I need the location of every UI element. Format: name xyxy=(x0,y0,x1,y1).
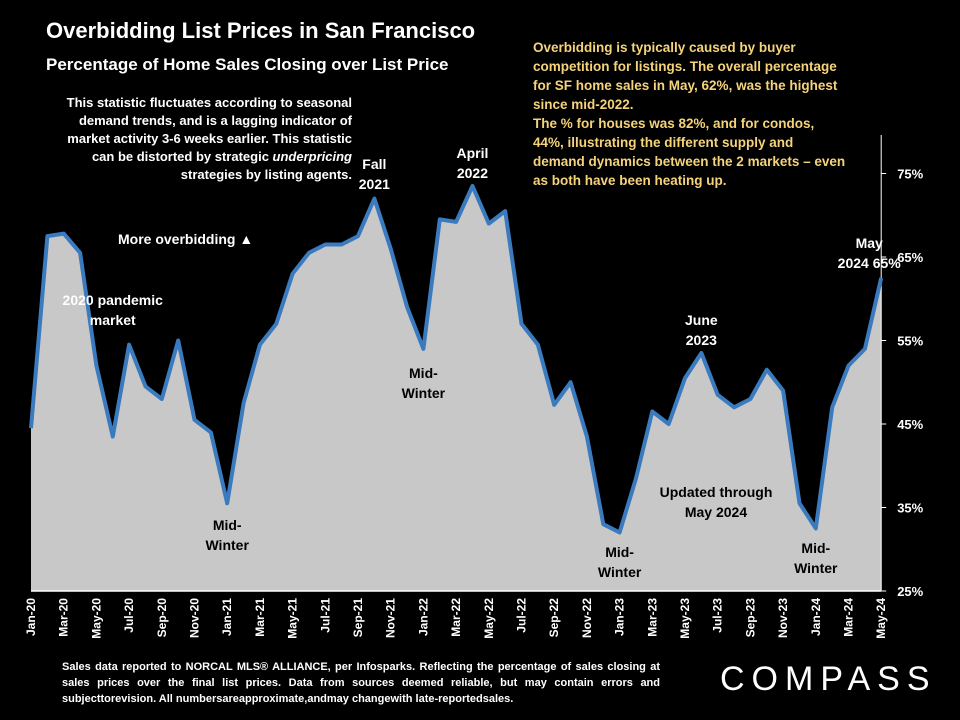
annotation-line: Winter xyxy=(402,385,446,401)
annotation-line: Mid- xyxy=(213,517,242,533)
note-text-a: This statistic fluctuates according to s… xyxy=(66,95,352,164)
x-tick-label: Mar-20 xyxy=(57,598,71,637)
x-tick-label: Sep-21 xyxy=(351,598,365,638)
x-tick-label: May-23 xyxy=(678,598,692,639)
y-tick-label: 45% xyxy=(897,417,923,432)
annotation-label: Fall 2021 xyxy=(359,156,390,192)
x-tick-label: Nov-23 xyxy=(776,598,790,638)
annotation-line: 2020 pandemic xyxy=(63,292,164,308)
note-text-b: strategies by listing agents. xyxy=(180,167,352,182)
commentary-paragraph-2: The % for houses was 82%, and for condos… xyxy=(533,116,846,188)
x-tick-label: Jan-21 xyxy=(220,598,234,636)
note-text-emphasis: underpricing xyxy=(272,149,352,164)
x-tick-label: Jul-21 xyxy=(318,598,332,633)
annotation-line: Mid- xyxy=(801,540,830,556)
updated-through-label: Updated through May 2024 xyxy=(660,484,773,520)
x-tick-label: Nov-21 xyxy=(384,598,398,638)
annotation-line: 2024 65% xyxy=(838,255,902,271)
x-tick-label: May-20 xyxy=(89,598,103,639)
x-tick-label: Jul-20 xyxy=(122,598,136,633)
x-tick-label: Jan-23 xyxy=(613,598,627,636)
updated-line: May 2024 xyxy=(685,504,747,520)
annotation-line: May xyxy=(856,235,883,251)
annotation-line: June xyxy=(685,312,718,328)
overbidding-commentary: Overbidding is typically caused by buyer… xyxy=(533,38,848,190)
annotation-label: May 2024 65% xyxy=(838,235,902,271)
series-line xyxy=(29,184,884,535)
annotation-line: Winter xyxy=(794,560,838,576)
y-tick-label: 75% xyxy=(897,167,923,182)
x-tick-label: Mar-24 xyxy=(842,598,856,637)
annotation-line: 2021 xyxy=(359,176,390,192)
x-tick-label: Jan-22 xyxy=(416,598,430,636)
y-tick-label: 35% xyxy=(897,501,923,516)
annotation-label: June 2023 xyxy=(685,312,718,348)
x-tick-label: May-21 xyxy=(286,598,300,639)
x-tick-label: Mar-21 xyxy=(253,598,267,637)
chart-title: Overbidding List Prices in San Francisco xyxy=(46,18,476,43)
annotation-line: Mid- xyxy=(605,544,634,560)
x-tick-label: Jan-20 xyxy=(24,598,38,636)
annotation-label: Mid- Winter xyxy=(598,544,642,580)
x-tick-label: May-22 xyxy=(482,598,496,639)
x-tick-label: Nov-22 xyxy=(580,598,594,638)
annotation-line: Winter xyxy=(598,564,642,580)
commentary-paragraph-1: Overbidding is typically caused by buyer… xyxy=(533,40,838,112)
annotation-line: April xyxy=(457,145,489,161)
annotation-label: Mid- Winter xyxy=(794,540,838,576)
x-tick-label: Sep-22 xyxy=(547,598,561,638)
statistic-note: This statistic fluctuates according to s… xyxy=(46,94,352,184)
x-tick-label: Jul-23 xyxy=(711,598,725,633)
source-footnote: Sales data reported to NORCAL MLS® ALLIA… xyxy=(62,661,660,705)
y-tick-label: 25% xyxy=(897,584,923,599)
x-tick-label: Sep-20 xyxy=(155,598,169,638)
more-overbidding-label: More overbidding ▲ xyxy=(118,231,253,247)
updated-line: Updated through xyxy=(660,484,773,500)
annotation-line: Mid- xyxy=(409,365,438,381)
annotation-line: Fall xyxy=(362,156,386,172)
x-tick-label: May-24 xyxy=(874,598,888,639)
compass-logo: COMPASS xyxy=(720,660,937,698)
annotation-label: 2020 pandemic market xyxy=(63,292,164,328)
annotation-line: market xyxy=(90,312,136,328)
x-tick-label: Mar-23 xyxy=(645,598,659,637)
chart-subtitle: Percentage of Home Sales Closing over Li… xyxy=(46,55,449,74)
annotation-line: 2022 xyxy=(457,165,488,181)
annotation-line: Winter xyxy=(205,537,249,553)
area-fill xyxy=(31,186,882,591)
x-tick-label: Jan-24 xyxy=(809,598,823,636)
y-tick-label: 55% xyxy=(897,334,923,349)
annotation-label: Mid- Winter xyxy=(205,517,249,553)
annotation-line: 2023 xyxy=(686,332,717,348)
x-tick-label: Sep-23 xyxy=(743,598,757,638)
x-tick-label: Jul-22 xyxy=(515,598,529,633)
y-tick-label: 65% xyxy=(897,250,923,265)
annotation-label: Mid- Winter xyxy=(402,365,446,401)
x-tick-label: Nov-20 xyxy=(188,598,202,638)
annotation-label: April 2022 xyxy=(457,145,489,181)
x-tick-label: Mar-22 xyxy=(449,598,463,637)
